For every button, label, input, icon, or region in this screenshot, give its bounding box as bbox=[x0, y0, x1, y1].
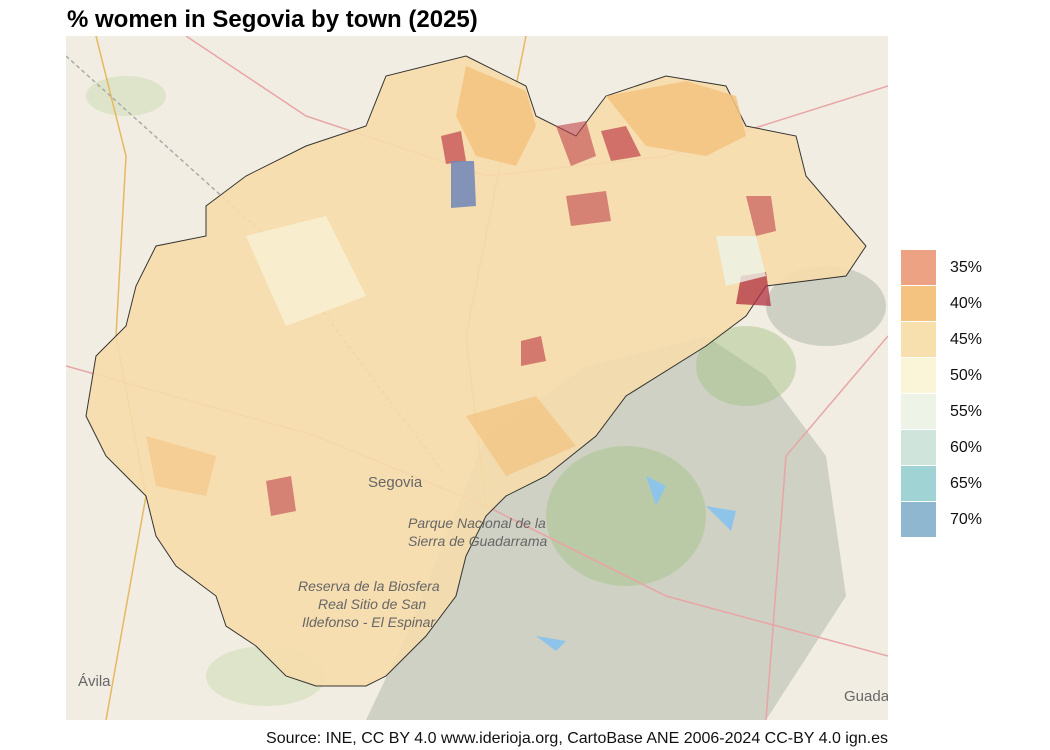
town-low-7[interactable] bbox=[521, 336, 546, 366]
label-guadalajara: Guada bbox=[844, 688, 888, 705]
basemap-terrain bbox=[86, 76, 886, 720]
legend-item: 65% bbox=[901, 466, 982, 502]
legend-label: 65% bbox=[950, 475, 983, 492]
town-low-4[interactable] bbox=[566, 191, 611, 226]
choropleth-map[interactable]: Segovia Parque Nacional de la Sierra de … bbox=[66, 36, 888, 720]
town-region-west[interactable] bbox=[146, 436, 216, 496]
legend-swatch bbox=[901, 502, 936, 537]
legend-label: 50% bbox=[950, 367, 983, 384]
legend-item: 45% bbox=[901, 322, 982, 358]
map-title: % women in Segovia by town (2025) bbox=[67, 6, 478, 33]
town-region-north[interactable] bbox=[456, 66, 536, 166]
legend-swatch bbox=[901, 286, 936, 321]
label-reserve-line2: Real Sitio de San bbox=[318, 596, 426, 612]
town-region-northeast[interactable] bbox=[606, 81, 746, 156]
province-towns[interactable] bbox=[85, 55, 867, 687]
label-avila: Ávila bbox=[78, 673, 111, 690]
town-low-5[interactable] bbox=[746, 196, 776, 236]
legend-swatch bbox=[901, 466, 936, 501]
legend-item: 35% bbox=[901, 250, 982, 286]
town-region-light[interactable] bbox=[246, 216, 366, 326]
town-low-8[interactable] bbox=[266, 476, 296, 516]
legend-item: 70% bbox=[901, 502, 982, 538]
legend-swatch bbox=[901, 394, 936, 429]
legend-label: 45% bbox=[950, 331, 983, 348]
legend-label: 70% bbox=[950, 511, 983, 528]
legend-label: 55% bbox=[950, 403, 983, 420]
legend-label: 60% bbox=[950, 439, 983, 456]
town-region-south[interactable] bbox=[466, 396, 576, 476]
legend-item: 55% bbox=[901, 394, 982, 430]
legend-item: 40% bbox=[901, 286, 982, 322]
label-park-line2: Sierra de Guadarrama bbox=[408, 533, 548, 549]
label-reserve-line3: Ildefonso - El Espinar bbox=[302, 614, 436, 630]
label-segovia: Segovia bbox=[368, 474, 423, 491]
town-low-3[interactable] bbox=[601, 126, 641, 161]
legend-swatch bbox=[901, 322, 936, 357]
town-low-2[interactable] bbox=[556, 121, 596, 166]
town-high-1[interactable] bbox=[451, 161, 476, 208]
legend-label: 35% bbox=[950, 259, 983, 276]
legend: 35% 40% 45% 50% 55% 60% 65% 70% bbox=[901, 250, 982, 538]
basemap-place-labels: Segovia Parque Nacional de la Sierra de … bbox=[78, 474, 888, 705]
legend-swatch bbox=[901, 358, 936, 393]
legend-item: 50% bbox=[901, 358, 982, 394]
province-polygon[interactable] bbox=[85, 55, 867, 687]
town-low-1[interactable] bbox=[441, 131, 466, 164]
legend-label: 40% bbox=[950, 295, 983, 312]
legend-item: 60% bbox=[901, 430, 982, 466]
legend-swatch bbox=[901, 430, 936, 465]
legend-swatch bbox=[901, 250, 936, 285]
town-region-light-2[interactable] bbox=[716, 236, 766, 286]
source-caption: Source: INE, CC BY 4.0 www.iderioja.org,… bbox=[266, 730, 888, 747]
label-park-line1: Parque Nacional de la bbox=[408, 515, 546, 531]
label-reserve-line1: Reserva de la Biosfera bbox=[298, 578, 440, 594]
